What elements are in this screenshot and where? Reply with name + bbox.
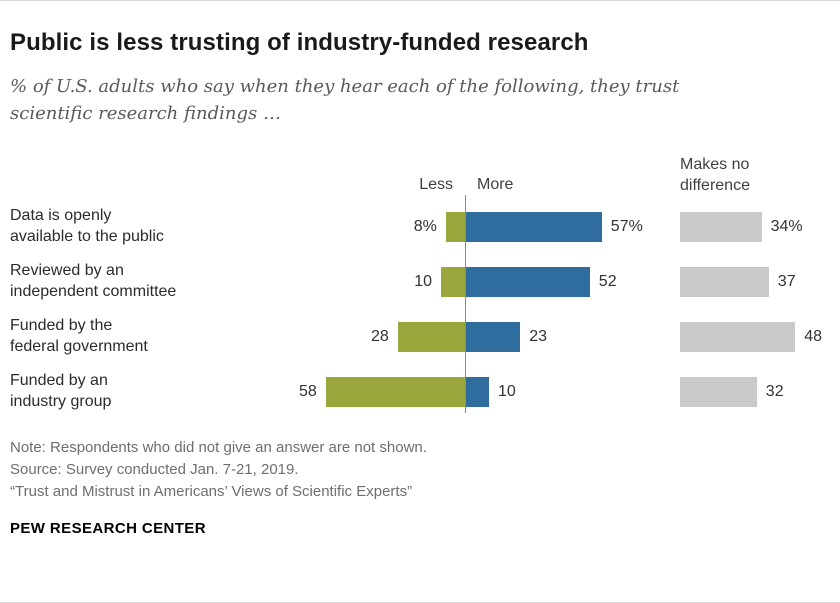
less-zone: 58	[240, 376, 465, 407]
less-zone: 28	[240, 321, 465, 352]
category-label: Reviewed by an independent committee	[10, 261, 177, 300]
chart-row: Data is openly available to the public 8% 5…	[10, 199, 830, 254]
less-zone: 8%	[240, 211, 465, 242]
no-difference-bar	[680, 211, 762, 242]
no-difference-value: 37	[777, 272, 796, 290]
category-label: Funded by an industry group	[10, 371, 112, 410]
no-difference-zone: 48	[665, 321, 840, 352]
more-zone: 52	[465, 266, 665, 297]
no-difference-value: 48	[804, 327, 822, 345]
more-bar	[465, 266, 590, 297]
chart-row: Reviewed by an independent committee 10 52 3…	[10, 254, 830, 309]
brand: PEW RESEARCH CENTER	[10, 520, 206, 538]
less-bar	[397, 321, 465, 352]
more-value: 23	[529, 327, 547, 345]
chart-subtitle: % of U.S. adults who say when they hear …	[10, 76, 680, 124]
more-value: 10	[498, 382, 516, 400]
report-title-line: “Trust and Mistrust in Americans’ Views …	[10, 482, 413, 500]
more-bar	[465, 376, 489, 407]
no-difference-bar	[680, 266, 769, 297]
no-difference-bar	[680, 321, 796, 352]
category-label: Data is openly available to the public	[10, 206, 164, 245]
chart-row: Funded by the federal government 28 23 48	[10, 309, 830, 364]
no-difference-value: 32	[765, 382, 784, 400]
footer: Note: Respondents who did not give an an…	[10, 437, 830, 537]
chart-rows: Data is openly available to the public 8% 5…	[10, 195, 830, 419]
category-label: Funded by the federal government	[10, 316, 148, 355]
less-bar	[325, 376, 465, 407]
less-value: 10	[414, 272, 432, 290]
source-line: Source: Survey conducted Jan. 7-21, 2019…	[10, 460, 299, 478]
less-zone: 10	[240, 266, 465, 297]
more-bar	[465, 321, 521, 352]
no-difference-zone: 34%	[665, 211, 840, 242]
more-value: 52	[598, 272, 617, 290]
no-difference-value: 34%	[770, 217, 803, 235]
less-value: 58	[299, 382, 317, 400]
more-value: 57%	[610, 217, 643, 235]
note-line: Note: Respondents who did not give an an…	[10, 439, 427, 456]
more-bar	[465, 211, 602, 242]
no-difference-column-header: Makes no difference	[680, 156, 750, 195]
no-difference-zone: 32	[665, 376, 840, 407]
chart-headers: Less More Makes no difference	[10, 151, 830, 199]
less-bar	[445, 211, 465, 242]
more-zone: 23	[465, 321, 665, 352]
less-value: 8%	[413, 217, 437, 235]
no-difference-zone: 37	[665, 266, 840, 297]
chart-title: Public is less trusting of industry-fund…	[10, 29, 589, 56]
more-column-header: More	[477, 176, 514, 193]
less-bar	[441, 266, 465, 297]
less-value: 28	[371, 327, 389, 345]
more-zone: 57%	[465, 211, 665, 242]
less-column-header: Less	[419, 176, 453, 193]
no-difference-bar	[680, 376, 757, 407]
chart-row: Funded by an industry group 58 10 32	[10, 364, 830, 419]
diverging-bar-chart: Less More Makes no difference Data is op…	[10, 151, 830, 419]
more-zone: 10	[465, 376, 665, 407]
